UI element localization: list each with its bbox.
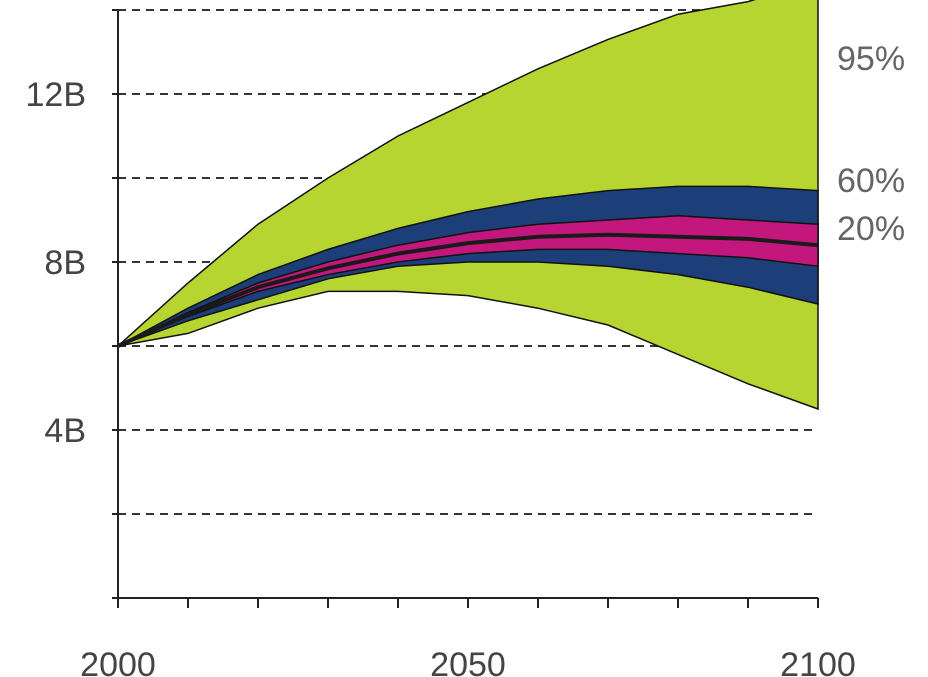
x-tick-label: 2000 bbox=[80, 646, 156, 677]
x-tick-label: 2100 bbox=[780, 646, 856, 677]
band-label: 95% bbox=[837, 40, 905, 78]
band-label: 60% bbox=[837, 162, 905, 200]
y-tick-label: 4B bbox=[44, 412, 86, 450]
median-line bbox=[117, 232, 819, 348]
labels: 4B 8B 12B 2000 2050 2100 95% 60% 20% bbox=[26, 40, 906, 677]
band-label: 20% bbox=[837, 210, 905, 248]
y-tick-label: 12B bbox=[26, 76, 87, 114]
probability-bands bbox=[115, 0, 819, 411]
axes bbox=[112, 9, 819, 608]
x-tick-label: 2050 bbox=[430, 646, 506, 677]
y-tick-label: 8B bbox=[44, 244, 86, 282]
